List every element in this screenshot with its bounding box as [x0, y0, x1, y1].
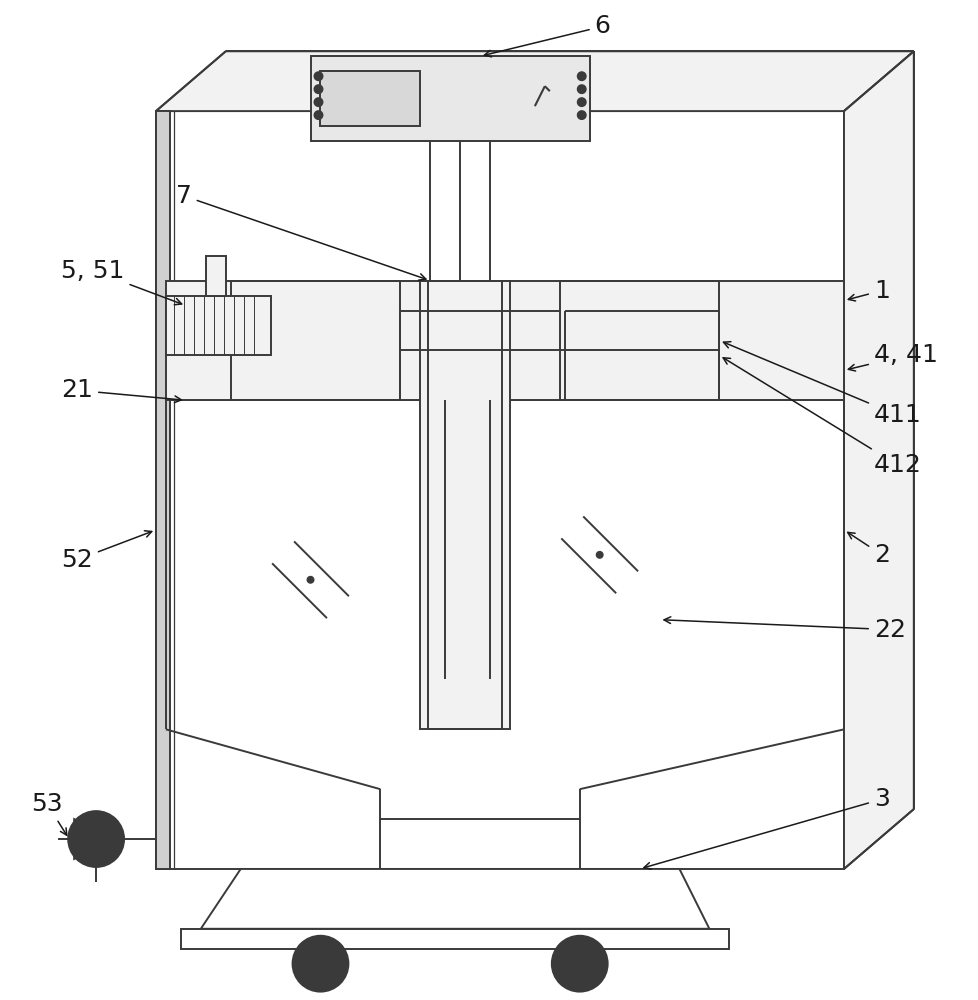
Bar — [156, 111, 843, 869]
Text: 53: 53 — [31, 792, 67, 835]
Circle shape — [314, 98, 322, 106]
Bar — [420, 281, 510, 729]
Text: 6: 6 — [484, 14, 610, 57]
Circle shape — [307, 577, 313, 583]
Text: 411: 411 — [723, 342, 920, 427]
Circle shape — [577, 98, 585, 106]
Text: 412: 412 — [723, 358, 921, 477]
Circle shape — [577, 72, 585, 80]
Bar — [310, 56, 589, 141]
Bar — [165, 281, 843, 400]
Text: 5, 51: 5, 51 — [62, 259, 182, 305]
Bar — [427, 281, 502, 729]
Circle shape — [596, 552, 602, 558]
Circle shape — [314, 111, 322, 119]
Bar — [205, 256, 226, 296]
Bar — [156, 111, 170, 869]
Circle shape — [314, 85, 322, 93]
Bar — [181, 929, 729, 949]
Circle shape — [314, 72, 322, 80]
Bar — [231, 281, 400, 400]
Text: 2: 2 — [847, 532, 889, 567]
Bar — [165, 296, 270, 355]
Text: 4, 41: 4, 41 — [848, 343, 937, 371]
Polygon shape — [74, 819, 118, 859]
Text: 21: 21 — [62, 378, 181, 403]
Circle shape — [577, 85, 585, 93]
Text: 3: 3 — [644, 787, 889, 869]
Circle shape — [292, 936, 348, 992]
Text: 52: 52 — [62, 531, 152, 572]
Text: 22: 22 — [663, 617, 905, 642]
Text: 1: 1 — [848, 279, 889, 303]
Bar — [320, 71, 420, 126]
Polygon shape — [200, 869, 709, 929]
Polygon shape — [156, 51, 912, 111]
Circle shape — [552, 936, 607, 992]
Bar — [559, 281, 719, 400]
Polygon shape — [843, 51, 912, 869]
Circle shape — [68, 811, 124, 867]
Circle shape — [577, 111, 585, 119]
Text: 7: 7 — [176, 184, 425, 280]
